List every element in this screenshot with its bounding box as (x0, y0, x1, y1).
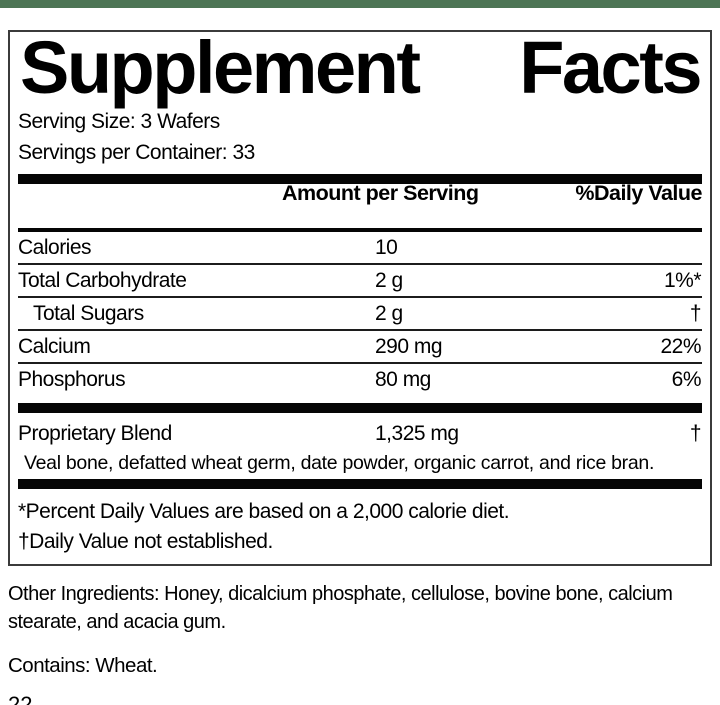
column-header-row: Amount per Serving %Daily Value (18, 181, 702, 228)
footnotes: *Percent Daily Values are based on a 2,0… (18, 497, 702, 556)
nutrient-name: Phosphorus (18, 368, 126, 391)
nutrient-amount: 290 mg (375, 335, 443, 358)
nutrient-amount: 1,325 mg (375, 422, 459, 445)
divider-thick-above-footnotes (18, 479, 702, 489)
nutrient-amount: 80 mg (375, 368, 431, 391)
contains-statement: Contains: Wheat. (8, 654, 158, 677)
table-row-proprietary-blend: Proprietary Blend 1,325 mg † (18, 413, 702, 450)
nutrient-amount: 2 g (375, 269, 403, 292)
panel-title-word-supplement: Supplement (20, 26, 421, 109)
column-header-amount-per-serving: Amount per Serving (282, 181, 479, 205)
divider-medium-under-header (18, 228, 702, 232)
table-row-total-carbohydrate: Total Carbohydrate 2 g 1%* (18, 265, 702, 298)
table-row-total-sugars: Total Sugars 2 g † (18, 298, 702, 331)
nutrient-name: Proprietary Blend (18, 422, 172, 445)
nutrient-amount: 10 (375, 236, 398, 259)
supplement-facts-panel: Supplement Facts Serving Size: 3 Wafers … (8, 30, 712, 566)
column-header-daily-value: %Daily Value (575, 181, 702, 205)
nutrient-name: Calories (18, 236, 92, 259)
servings-per-container-text: Servings per Container: 33 (18, 141, 255, 164)
other-ingredients-text: Other Ingredients: Honey, dicalcium phos… (8, 583, 673, 633)
table-row-calcium: Calcium 290 mg 22% (18, 331, 702, 364)
divider-thick-top (18, 174, 702, 184)
footnote-percent-daily-value: *Percent Daily Values are based on a 2,0… (18, 500, 510, 523)
proprietary-blend-description: Veal bone, defatted wheat germ, date pow… (24, 452, 655, 474)
footnote-daily-value-not-established: †Daily Value not established. (18, 529, 273, 553)
divider-thick-above-blend (18, 403, 702, 413)
nutrient-daily-value: 22% (660, 335, 701, 358)
panel-title-word-facts: Facts (519, 26, 702, 109)
nutrient-name: Calcium (18, 335, 91, 358)
page-number: 22 (8, 692, 33, 705)
nutrient-daily-value: † (689, 302, 702, 325)
serving-size-text: Serving Size: 3 Wafers (18, 110, 220, 133)
table-row-phosphorus: Phosphorus 80 mg 6% (18, 364, 702, 397)
nutrient-daily-value: † (689, 422, 702, 445)
panel-title: Supplement Facts (20, 26, 702, 109)
below-panel-text: Other Ingredients: Honey, dicalcium phos… (8, 581, 712, 705)
nutrient-name: Total Carbohydrate (18, 269, 187, 292)
brand-color-bar (0, 0, 720, 8)
nutrient-name: Total Sugars (33, 302, 144, 325)
nutrient-daily-value: 6% (671, 368, 702, 391)
table-row-calories: Calories 10 (18, 232, 702, 265)
nutrient-daily-value: 1%* (663, 269, 702, 292)
nutrient-amount: 2 g (375, 302, 403, 325)
